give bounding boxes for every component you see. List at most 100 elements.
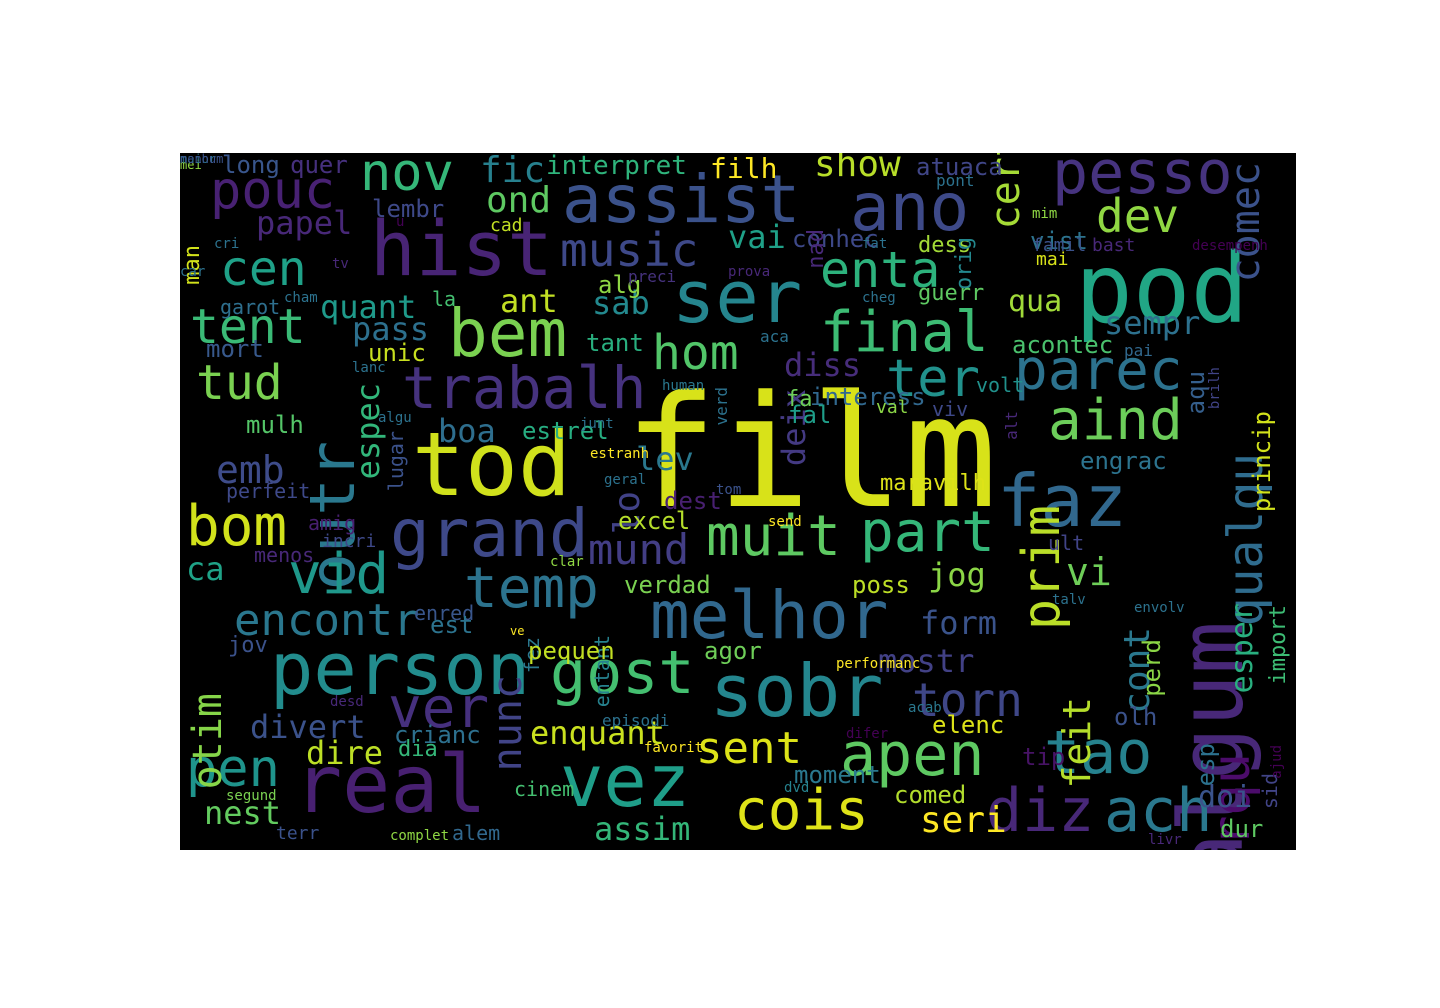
cloud-word: est	[430, 611, 474, 639]
cloud-word: cad	[490, 215, 523, 236]
cloud-word: mostr	[878, 642, 975, 680]
word-cloud: film tod algum faz real pod ser hist sobr person g…	[180, 153, 1296, 850]
cloud-word: cham	[284, 290, 318, 306]
cloud-word: sobr	[710, 649, 884, 733]
cloud-word: part	[860, 500, 995, 565]
cloud-word: form	[920, 604, 998, 642]
cloud-word: incri	[322, 531, 377, 552]
cloud-word: livr	[1148, 832, 1182, 848]
cloud-word: sab	[592, 284, 650, 322]
cloud-word: tent	[190, 299, 306, 355]
cloud-word: pod	[1075, 233, 1249, 345]
cloud-word: volt	[976, 373, 1025, 397]
cloud-word: algu	[378, 410, 412, 426]
cloud-word: ve	[510, 624, 525, 638]
cloud-word: verd	[712, 387, 731, 426]
cloud-word: complet	[390, 828, 450, 844]
cloud-word: enred	[414, 601, 475, 625]
cloud-word: famil	[1032, 235, 1087, 256]
cloud-word: cri	[214, 236, 240, 252]
cloud-word: mai	[1036, 249, 1069, 270]
cloud-word: ach	[1104, 776, 1213, 846]
cloud-word: ser	[672, 255, 803, 339]
cloud-word: gost	[550, 638, 695, 708]
cloud-word: talv	[1052, 592, 1086, 608]
cloud-word: pass	[352, 310, 430, 348]
cloud-word: unic	[368, 339, 426, 367]
cloud-word: bast	[1092, 235, 1136, 256]
cloud-word: pequen	[528, 637, 615, 665]
cloud-word: interpret	[546, 153, 687, 181]
cloud-word: ond	[486, 180, 552, 221]
cloud-word: apen	[840, 720, 985, 790]
cloud-word: garot	[220, 295, 281, 319]
cloud-word: doi	[1198, 780, 1253, 815]
cloud-word: estrel	[522, 417, 609, 445]
cloud-word: performanc	[836, 656, 921, 672]
cloud-word: preci	[628, 267, 677, 286]
cloud-word: melhor	[650, 577, 889, 654]
cloud-word: prova	[728, 264, 771, 280]
cloud-word: final	[820, 300, 989, 365]
cloud-word: torn	[912, 673, 1023, 727]
cloud-word: cen	[220, 241, 307, 297]
cloud-word: ano	[850, 169, 970, 246]
cloud-word: lembr	[372, 195, 445, 223]
cloud-word: prim	[1012, 505, 1072, 631]
cloud-word: human	[662, 378, 705, 394]
cloud-word: vist	[1030, 227, 1088, 255]
cloud-word: temp	[464, 556, 599, 621]
cloud-word: mort	[206, 335, 264, 363]
cloud-word: aca	[760, 327, 789, 346]
cloud-word: interess	[810, 383, 926, 411]
cloud-word: dia	[398, 737, 438, 762]
cloud-word: nunc	[485, 675, 531, 772]
cloud-word: emb	[216, 448, 285, 492]
cloud-word: mei	[180, 158, 202, 172]
cloud-word: excel	[618, 507, 691, 535]
cloud-word: aind	[1048, 388, 1183, 453]
cloud-word: jov	[228, 633, 268, 658]
cloud-word: sempr	[1104, 304, 1201, 342]
cloud-word: assist	[562, 161, 801, 238]
cloud-word: qua	[1008, 284, 1063, 319]
cloud-word: viv	[932, 397, 969, 421]
cloud-word: nov	[360, 153, 454, 203]
cloud-word: mim	[1032, 206, 1058, 222]
cloud-word: tod	[412, 413, 571, 516]
cloud-word: nad	[804, 229, 829, 269]
cloud-word: trabalh	[402, 354, 647, 422]
cloud-word: moment	[794, 761, 881, 789]
cloud-word: quer	[290, 153, 348, 179]
cloud-word: conhec	[792, 225, 879, 253]
cloud-word: cinem	[514, 777, 575, 801]
cloud-word: junt	[580, 416, 614, 432]
cloud-word: lanc	[352, 360, 386, 376]
cloud-word: divert	[250, 708, 366, 746]
cloud-word: nenhum	[180, 153, 224, 166]
cloud-word: music	[560, 223, 699, 277]
cloud-word: geral	[604, 472, 647, 488]
cloud-word: comec	[1223, 162, 1269, 283]
cloud-word: pouc	[210, 161, 336, 221]
cloud-word: engrac	[1080, 447, 1167, 475]
cloud-word: tip	[1022, 743, 1066, 771]
cloud-word: muit	[706, 504, 841, 569]
cloud-word: import	[1266, 605, 1291, 685]
cloud-word: perd	[1138, 639, 1166, 697]
cloud-word: elenc	[932, 711, 1005, 739]
cloud-word: esp	[1192, 743, 1220, 787]
cloud-word: mulh	[246, 411, 304, 439]
cloud-word: desempenh	[1192, 238, 1268, 254]
cloud-word: hom	[652, 325, 739, 381]
cloud-word: pen	[186, 739, 280, 799]
cloud-word: vai	[728, 218, 786, 256]
cloud-word: vid	[288, 542, 390, 607]
cloud-word: menos	[254, 543, 315, 567]
cloud-word: long	[222, 153, 280, 179]
cloud-word: tao	[1044, 718, 1153, 788]
cloud-word: esper	[1225, 603, 1260, 694]
cloud-word: ver	[388, 676, 490, 741]
cloud-word: diz	[986, 776, 1095, 846]
cloud-word: verdad	[624, 571, 711, 599]
